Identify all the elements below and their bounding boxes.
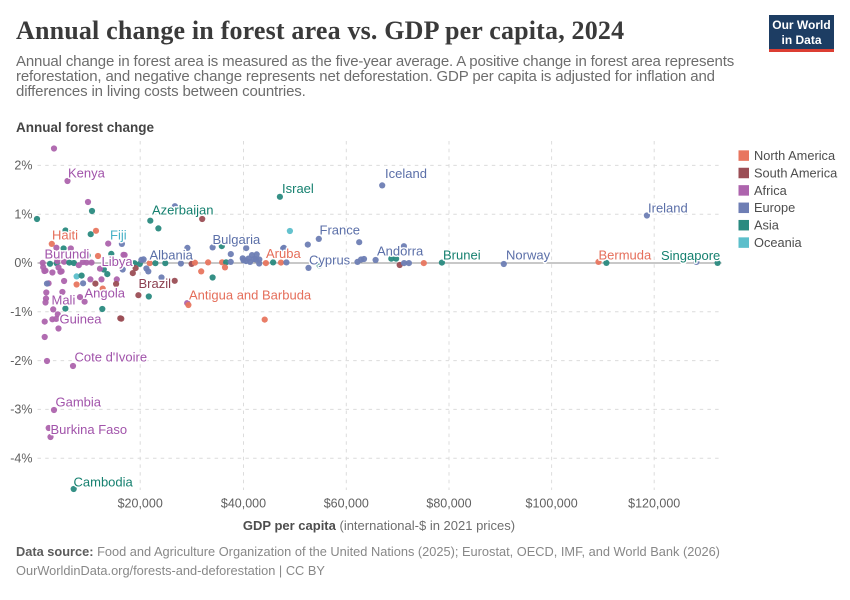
- svg-text:Ireland: Ireland: [648, 201, 688, 216]
- svg-text:Gambia: Gambia: [56, 395, 102, 410]
- svg-text:Andorra: Andorra: [377, 244, 424, 259]
- svg-text:Iceland: Iceland: [385, 166, 427, 181]
- svg-text:Bulgaria: Bulgaria: [213, 232, 261, 247]
- svg-text:Cyprus: Cyprus: [309, 253, 351, 268]
- svg-text:Europe: Europe: [754, 200, 795, 215]
- svg-text:$40,000: $40,000: [221, 497, 266, 511]
- svg-text:Fiji: Fiji: [110, 228, 127, 243]
- svg-text:Antigua and Barbuda: Antigua and Barbuda: [189, 288, 312, 303]
- svg-text:Singapore: Singapore: [661, 248, 720, 263]
- svg-text:-2%: -2%: [10, 354, 32, 368]
- svg-text:Aruba: Aruba: [266, 246, 301, 261]
- svg-text:$20,000: $20,000: [118, 497, 163, 511]
- svg-text:Libya: Libya: [102, 254, 134, 269]
- svg-text:Albania: Albania: [150, 248, 194, 263]
- svg-text:Guinea: Guinea: [60, 312, 103, 327]
- svg-text:Mali: Mali: [52, 293, 76, 308]
- svg-text:Burundi: Burundi: [45, 247, 90, 262]
- svg-text:Cambodia: Cambodia: [74, 475, 134, 490]
- svg-text:Angola: Angola: [85, 286, 126, 301]
- svg-text:Haiti: Haiti: [52, 228, 78, 243]
- svg-text:Norway: Norway: [506, 248, 551, 263]
- svg-text:Azerbaijan: Azerbaijan: [152, 203, 213, 218]
- svg-text:Kenya: Kenya: [68, 166, 106, 181]
- svg-text:-1%: -1%: [10, 305, 32, 319]
- svg-text:Bermuda: Bermuda: [599, 248, 653, 263]
- svg-text:Africa: Africa: [754, 183, 788, 198]
- svg-text:France: France: [320, 223, 360, 238]
- svg-text:Oceania: Oceania: [754, 235, 803, 250]
- svg-text:North America: North America: [754, 148, 836, 163]
- svg-text:Brunei: Brunei: [443, 248, 481, 263]
- svg-text:$60,000: $60,000: [324, 497, 369, 511]
- svg-text:$100,000: $100,000: [526, 497, 578, 511]
- svg-text:$120,000: $120,000: [628, 497, 680, 511]
- svg-text:1%: 1%: [14, 207, 32, 221]
- svg-text:2%: 2%: [14, 159, 32, 173]
- svg-text:-3%: -3%: [10, 403, 32, 417]
- svg-text:$80,000: $80,000: [426, 497, 471, 511]
- svg-text:Brazil: Brazil: [139, 276, 172, 291]
- svg-text:Israel: Israel: [282, 181, 314, 196]
- svg-text:-4%: -4%: [10, 451, 32, 465]
- svg-text:Asia: Asia: [754, 218, 780, 233]
- svg-text:Cote d'Ivoire: Cote d'Ivoire: [75, 350, 148, 365]
- svg-text:Burkina Faso: Burkina Faso: [51, 422, 128, 437]
- svg-text:South America: South America: [754, 165, 838, 180]
- svg-text:GDP per capita (international-: GDP per capita (international-$ in 2021 …: [243, 518, 515, 533]
- svg-text:0%: 0%: [14, 256, 32, 270]
